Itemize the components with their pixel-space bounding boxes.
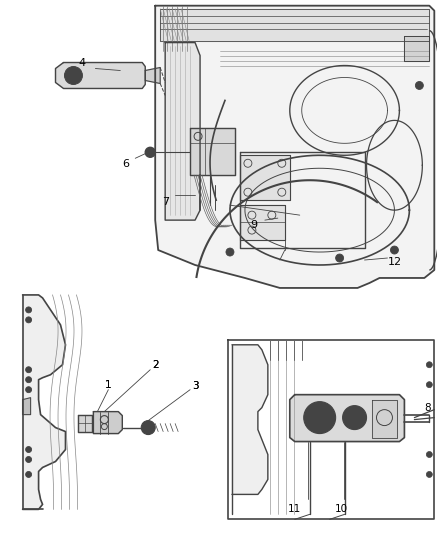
- Polygon shape: [240, 155, 290, 200]
- Polygon shape: [23, 295, 66, 510]
- Polygon shape: [371, 400, 397, 438]
- Polygon shape: [155, 6, 434, 288]
- Circle shape: [226, 248, 234, 256]
- Polygon shape: [190, 128, 235, 175]
- Circle shape: [25, 317, 32, 323]
- Polygon shape: [240, 205, 285, 240]
- Circle shape: [25, 377, 32, 383]
- Circle shape: [390, 246, 399, 254]
- Circle shape: [25, 307, 32, 313]
- Circle shape: [25, 386, 32, 393]
- Circle shape: [25, 447, 32, 453]
- Circle shape: [145, 147, 155, 157]
- Circle shape: [426, 382, 432, 387]
- Polygon shape: [160, 9, 429, 41]
- Text: 11: 11: [288, 504, 301, 514]
- Circle shape: [310, 408, 330, 427]
- Text: 9: 9: [251, 220, 258, 230]
- Polygon shape: [23, 398, 31, 415]
- Circle shape: [304, 402, 336, 433]
- Text: 2: 2: [152, 360, 159, 370]
- Circle shape: [415, 82, 424, 90]
- Circle shape: [343, 406, 367, 430]
- Circle shape: [336, 254, 343, 262]
- Circle shape: [25, 456, 32, 463]
- Circle shape: [25, 367, 32, 373]
- Text: 10: 10: [335, 504, 348, 514]
- Circle shape: [25, 472, 32, 478]
- Polygon shape: [78, 415, 92, 432]
- Text: 1: 1: [105, 379, 112, 390]
- Text: 3: 3: [192, 381, 198, 391]
- Text: 3: 3: [192, 381, 198, 391]
- Text: 7: 7: [162, 197, 169, 207]
- Polygon shape: [93, 411, 122, 433]
- Polygon shape: [232, 345, 268, 495]
- Text: 2: 2: [152, 360, 159, 370]
- Text: 12: 12: [387, 257, 402, 267]
- Text: 1: 1: [105, 379, 112, 390]
- Polygon shape: [404, 36, 429, 61]
- Circle shape: [141, 421, 155, 434]
- Text: 4: 4: [79, 58, 86, 68]
- Text: 6: 6: [122, 159, 129, 169]
- Polygon shape: [165, 43, 200, 220]
- Polygon shape: [145, 68, 160, 84]
- Circle shape: [68, 70, 78, 80]
- Circle shape: [426, 362, 432, 368]
- Circle shape: [426, 451, 432, 457]
- Polygon shape: [290, 394, 404, 441]
- Circle shape: [64, 67, 82, 84]
- Polygon shape: [56, 62, 145, 88]
- Circle shape: [426, 472, 432, 478]
- Text: 8: 8: [424, 402, 431, 413]
